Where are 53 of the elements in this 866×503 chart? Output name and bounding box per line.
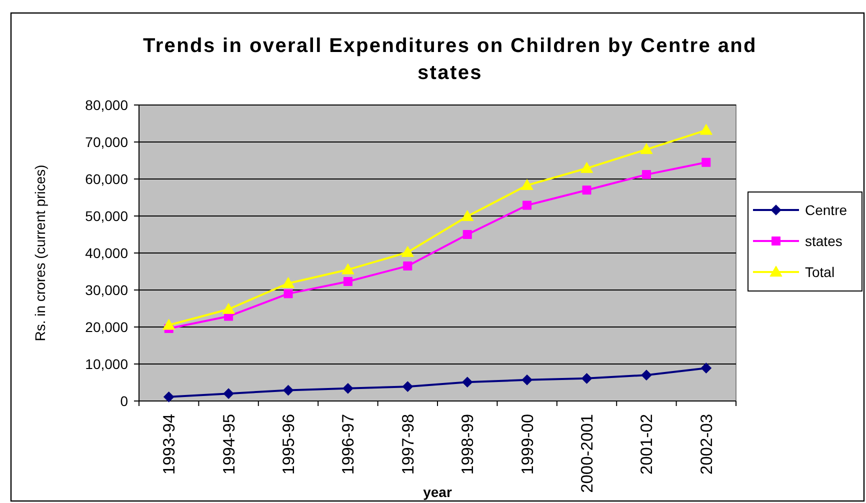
legend-label: states <box>805 232 842 249</box>
point <box>282 277 295 288</box>
legend-label: Total <box>805 264 835 280</box>
chart-title: Trends in overall Expenditures on Children by Centre and states <box>143 35 757 84</box>
point <box>402 381 414 392</box>
y-tick-label: 10,000 <box>85 356 128 372</box>
point <box>403 261 412 270</box>
x-tick-label: 2002-03 <box>698 414 716 475</box>
x-tick-label: 1994-95 <box>220 414 238 475</box>
point <box>581 373 592 384</box>
point <box>522 374 532 386</box>
legend-label: Centre <box>805 202 848 218</box>
point <box>282 384 294 396</box>
point <box>520 178 534 190</box>
point <box>642 170 651 180</box>
point <box>700 124 712 135</box>
point <box>284 289 293 298</box>
point <box>640 143 653 154</box>
point <box>342 382 354 394</box>
x-tick-label: 2000-2001 <box>578 414 597 493</box>
y-tick-label: 0 <box>120 392 128 409</box>
y-tick-label: 70,000 <box>85 134 128 150</box>
point <box>222 302 235 314</box>
point <box>342 263 354 274</box>
y-tick-label: 50,000 <box>85 208 128 224</box>
point <box>582 186 592 195</box>
y-tick-label: 30,000 <box>85 282 128 298</box>
point <box>702 158 711 167</box>
point <box>522 200 532 210</box>
x-tick-label: 2001-02 <box>638 414 656 475</box>
point <box>462 376 473 388</box>
y-tick-label: 20,000 <box>85 318 128 335</box>
x-tick-label: 1993-94 <box>160 414 179 475</box>
x-axis-title: year <box>423 484 452 500</box>
x-tick-label: 1998-99 <box>459 414 478 475</box>
x-tick-label: 1996-97 <box>340 414 358 475</box>
x-tick-label: 1995-96 <box>280 414 298 475</box>
x-tick-label: 1997-98 <box>399 414 418 475</box>
point <box>162 318 176 330</box>
point <box>461 210 474 222</box>
point <box>401 246 414 257</box>
y-tick-label: 80,000 <box>85 96 128 113</box>
y-tick-label: 60,000 <box>85 170 128 187</box>
point <box>462 230 472 239</box>
point <box>580 162 594 173</box>
y-tick-label: 40,000 <box>85 244 128 261</box>
point <box>223 388 234 400</box>
point <box>163 392 174 402</box>
point <box>700 362 712 374</box>
x-tick-label: 1999-00 <box>518 414 537 475</box>
y-axis-title: Rs. in crores (current prices) <box>32 164 48 342</box>
point <box>641 370 652 381</box>
point <box>343 276 352 286</box>
